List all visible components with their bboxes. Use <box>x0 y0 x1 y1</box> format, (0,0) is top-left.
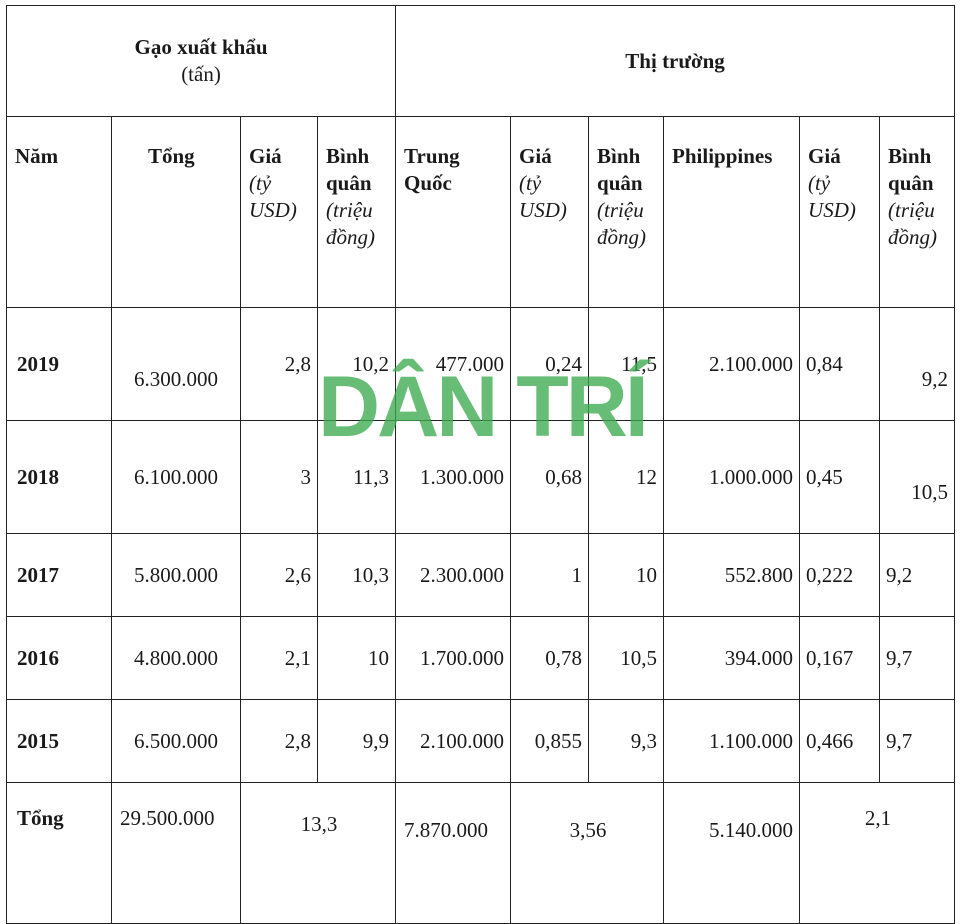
table-row: 2018 6.100.000 3 11,3 1.300.000 0,68 12 … <box>6 420 956 534</box>
totals-philippines-cell: 5.140.000 <box>663 782 801 924</box>
china-avg-cell: 10,5 <box>588 616 665 700</box>
totals-china-price-cell: 3,56 <box>510 782 665 924</box>
avg-cell: 10,3 <box>316 533 397 617</box>
avg-cell: 11,3 <box>316 420 397 534</box>
avg-cell: 10 <box>316 616 397 700</box>
col-ph-avg-unit: (triệu đồng) <box>888 198 938 249</box>
china-price-cell: 0,78 <box>510 616 590 700</box>
table-row: 2015 6.500.000 2,8 9,9 2.100.000 0,855 9… <box>6 699 956 783</box>
market-header-cell: Thị trường <box>395 5 956 117</box>
col-avg-unit: (triệu đồng) <box>326 198 375 249</box>
total-cell: 5.800.000 <box>111 533 241 617</box>
philippines-avg-cell: 9,7 <box>879 699 956 783</box>
year-cell: 2015 <box>6 699 112 783</box>
philippines-price-cell: 0,167 <box>799 616 881 700</box>
avg-cell: 9,9 <box>316 699 397 783</box>
price-cell: 2,6 <box>240 533 318 617</box>
china-price-cell: 0,24 <box>510 307 590 421</box>
totals-price-cell: 13,3 <box>239 782 397 924</box>
header-row-top: Gạo xuất khẩu (tấn) Thị trường <box>5 5 956 117</box>
table-row: 2017 5.800.000 2,6 10,3 2.300.000 1 10 5… <box>6 533 956 617</box>
china-cell: 1.300.000 <box>395 420 512 534</box>
market-title: Thị trường <box>625 48 725 73</box>
total-cell: 6.300.000 <box>111 307 241 421</box>
price-cell: 2,1 <box>240 616 318 700</box>
china-cell: 2.300.000 <box>395 533 512 617</box>
totals-total-cell: 29.500.000 <box>111 782 241 924</box>
philippines-price-cell: 0,84 <box>799 307 881 421</box>
china-cell: 477.000 <box>395 307 512 421</box>
china-cell: 1.700.000 <box>395 616 512 700</box>
col-cn-price-label: Giá <box>519 144 552 168</box>
price-cell: 2,8 <box>240 307 318 421</box>
col-ph-avg: Bình quân (triệu đồng) <box>879 116 956 308</box>
philippines-price-cell: 0,222 <box>799 533 881 617</box>
col-price-label: Giá <box>249 144 282 168</box>
totals-philippines-price-cell: 2,1 <box>799 782 956 924</box>
export-header-cell: Gạo xuất khẩu (tấn) <box>5 5 397 117</box>
col-avg-label: Bình quân <box>326 144 372 195</box>
table-row: 2016 4.800.000 2,1 10 1.700.000 0,78 10,… <box>6 616 956 700</box>
export-unit: (tấn) <box>181 62 221 86</box>
totals-china-cell: 7.870.000 <box>395 782 512 924</box>
totals-label: Tổng <box>6 782 112 924</box>
philippines-cell: 2.100.000 <box>663 307 801 421</box>
avg-cell: 10,2 <box>316 307 397 421</box>
year-cell: 2018 <box>6 420 112 534</box>
china-price-cell: 0,855 <box>510 699 590 783</box>
col-ph-price-unit: (tỷ USD) <box>808 171 856 222</box>
philippines-avg-cell: 9,2 <box>879 307 956 421</box>
total-cell: 6.500.000 <box>111 699 241 783</box>
philippines-price-cell: 0,466 <box>799 699 881 783</box>
col-ph-price: Giá (tỷ USD) <box>799 116 881 308</box>
col-year: Năm <box>6 116 112 308</box>
china-cell: 2.100.000 <box>395 699 512 783</box>
philippines-price-cell: 0,45 <box>799 420 881 534</box>
year-cell: 2016 <box>6 616 112 700</box>
china-avg-cell: 12 <box>588 420 665 534</box>
col-china: Trung Quốc <box>395 116 512 308</box>
china-avg-cell: 9,3 <box>588 699 665 783</box>
year-cell: 2019 <box>6 307 112 421</box>
philippines-avg-cell: 10,5 <box>879 420 956 534</box>
philippines-cell: 1.100.000 <box>663 699 801 783</box>
col-cn-avg: Bình quân (triệu đồng) <box>588 116 665 308</box>
col-philippines: Philippines <box>663 116 801 308</box>
col-cn-price: Giá (tỷ USD) <box>510 116 590 308</box>
china-price-cell: 1 <box>510 533 590 617</box>
col-price: Giá (tỷ USD) <box>240 116 318 308</box>
rice-export-table: Gạo xuất khẩu (tấn) Thị trường Năm Tổng … <box>5 5 956 924</box>
price-cell: 2,8 <box>240 699 318 783</box>
col-cn-price-unit: (tỷ USD) <box>519 171 567 222</box>
export-title: Gạo xuất khẩu <box>134 35 268 59</box>
philippines-cell: 1.000.000 <box>663 420 801 534</box>
price-cell: 3 <box>240 420 318 534</box>
china-avg-cell: 11,5 <box>588 307 665 421</box>
header-row-columns: Năm Tổng Giá (tỷ USD) Bình quân (triệu đồn… <box>6 116 956 308</box>
philippines-avg-cell: 9,2 <box>879 533 956 617</box>
col-cn-avg-unit: (triệu đồng) <box>597 198 647 249</box>
col-price-unit: (tỷ USD) <box>249 171 297 222</box>
year-cell: 2017 <box>6 533 112 617</box>
china-avg-cell: 10 <box>588 533 665 617</box>
totals-row: Tổng 29.500.000 13,3 7.870.000 3,56 5.14… <box>6 782 956 924</box>
table-row: 2019 6.300.000 2,8 10,2 477.000 0,24 11,… <box>6 307 956 421</box>
col-total: Tổng <box>111 116 241 308</box>
philippines-avg-cell: 9,7 <box>879 616 956 700</box>
total-cell: 4.800.000 <box>111 616 241 700</box>
col-avg: Bình quân (triệu đồng) <box>316 116 397 308</box>
china-price-cell: 0,68 <box>510 420 590 534</box>
col-ph-price-label: Giá <box>808 144 841 168</box>
col-ph-avg-label: Bình quân <box>888 144 934 195</box>
total-cell: 6.100.000 <box>111 420 241 534</box>
philippines-cell: 394.000 <box>663 616 801 700</box>
philippines-cell: 552.800 <box>663 533 801 617</box>
col-cn-avg-label: Bình quân <box>597 144 643 195</box>
